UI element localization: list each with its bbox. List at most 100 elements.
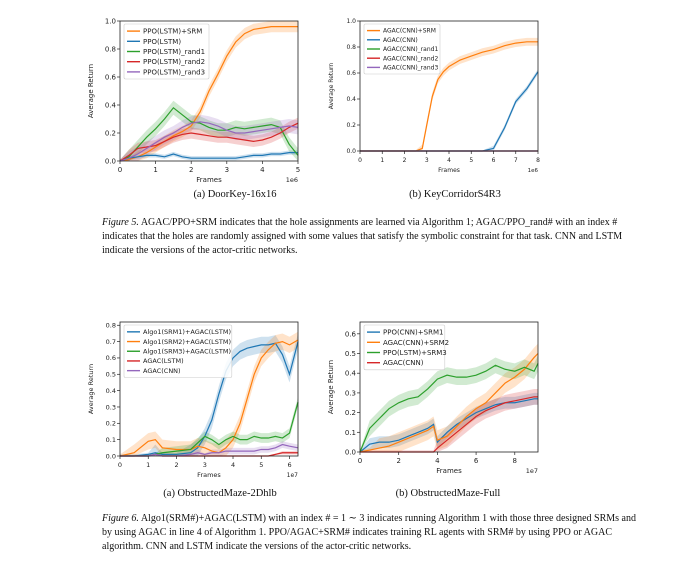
y-tick-label: 0.4 bbox=[105, 101, 117, 109]
x-tick-label: 5 bbox=[259, 461, 263, 469]
chart-obstructed-full: 0 2 4 6 8 0.0 0.1 0.2 0.3 0.4 0.5 0.6 Frames 1e7 Avera… bbox=[327, 321, 539, 475]
x-multiplier: 1e6 bbox=[286, 176, 298, 184]
y-tick-label: 0.5 bbox=[345, 350, 356, 358]
y-tick-label: 0.1 bbox=[106, 436, 116, 444]
caption-doorkey: (a) DoorKey-16x16 bbox=[193, 189, 277, 200]
legend-label-1: PPO(LSTM) bbox=[143, 38, 181, 46]
y-tick-label: 0.1 bbox=[345, 429, 356, 437]
legend-label-2: PPO(LSTM)+SRM3 bbox=[383, 349, 447, 357]
band-1 bbox=[120, 331, 298, 456]
caption-obstructed-2dhlb: (a) ObstructedMaze-2Dhlb bbox=[163, 488, 277, 499]
y-tick-label: 0.8 bbox=[346, 44, 356, 51]
y-tick-label: 0.5 bbox=[106, 371, 116, 379]
x-axis-label: Frames bbox=[438, 167, 460, 174]
band-2 bbox=[120, 397, 298, 456]
plot-frame bbox=[359, 321, 539, 453]
legend-label-2: PPO(LSTM)_rand1 bbox=[143, 48, 205, 56]
figure6-text: Algo1(SRM#)+AGAC(LSTM) with an index # =… bbox=[102, 513, 636, 552]
legend-label-4: PPO(LSTM)_rand3 bbox=[143, 68, 205, 76]
y-tick-label: 0.0 bbox=[345, 448, 356, 456]
chart-keycorridor: 0 1 2 3 4 5 6 7 8 0.0 0.2 0.4 0.6 0.8 1.0 Frames 1e6 Aver… bbox=[328, 18, 540, 174]
series-line-1 bbox=[359, 353, 539, 453]
x-tick-label: 4 bbox=[435, 457, 440, 465]
x-tick-label: 6 bbox=[492, 157, 496, 164]
x-tick-label: 2 bbox=[174, 461, 178, 469]
figure6-caption: Figure 6. Algo1(SRM#)+AGAC(LSTM) with an… bbox=[102, 512, 642, 554]
x-multiplier: 1e7 bbox=[287, 472, 299, 479]
legend-label-4: AGAC(CNN) bbox=[143, 367, 181, 375]
chart-obstructed-2dhlb: 0 1 2 3 4 5 6 0.0 0.1 0.2 0.3 0.4 0.5 0.6 0.7 0.8 Frames… bbox=[87, 321, 299, 479]
y-tick-label: 0.2 bbox=[105, 129, 116, 137]
x-tick-label: 6 bbox=[287, 461, 291, 469]
x-tick-label: 8 bbox=[536, 157, 540, 164]
legend-label-3: PPO(LSTM)_rand2 bbox=[143, 58, 205, 66]
x-tick-label: 5 bbox=[296, 166, 300, 174]
y-tick-label: 1.0 bbox=[105, 17, 116, 25]
legend-label-0: AGAC(CNN)+SRM bbox=[383, 28, 436, 35]
y-tick-label: 0.2 bbox=[106, 420, 116, 428]
legend-label-3: AGAC(LSTM) bbox=[143, 357, 184, 365]
legend-label-0: PPO(CNN)+SRM1 bbox=[383, 329, 443, 337]
series-line-4 bbox=[119, 121, 299, 162]
legend-box bbox=[363, 23, 441, 75]
y-tick-label: 0.0 bbox=[106, 452, 116, 460]
y-tick-label: 0.8 bbox=[106, 322, 116, 330]
legend-label-3: AGAC(CNN)_rand2 bbox=[383, 55, 438, 62]
series-line-2 bbox=[120, 401, 299, 457]
x-tick-label: 1 bbox=[146, 461, 150, 469]
x-tick-label: 8 bbox=[513, 457, 517, 465]
series-line-1 bbox=[119, 339, 299, 457]
legend-label-1: AGAC(CNN)+SRM2 bbox=[383, 339, 449, 347]
y-tick-label: 0.6 bbox=[346, 70, 356, 77]
y-tick-label: 0.4 bbox=[346, 96, 356, 103]
legend-label-1: AGAC(CNN) bbox=[383, 37, 418, 44]
series-line-2 bbox=[119, 106, 299, 162]
band-3 bbox=[360, 388, 538, 452]
chart-doorkey: 0 1 2 3 4 5 0.0 0.2 0.4 0.6 0.8 1.0 Frames 1e6 Average… bbox=[87, 17, 300, 184]
x-tick-label: 0 bbox=[118, 461, 122, 469]
series-line-2 bbox=[359, 363, 539, 453]
plot-frame bbox=[119, 321, 299, 457]
y-tick-label: 0.8 bbox=[105, 45, 116, 53]
plot-frame bbox=[119, 20, 299, 162]
figure6-label: Figure 6. bbox=[102, 513, 139, 524]
legend-label-2: AGAC(CNN)_rand1 bbox=[383, 46, 438, 53]
series-line-1 bbox=[119, 152, 298, 162]
series-line-4 bbox=[120, 443, 299, 457]
legend-label-0: PPO(LSTM)+SRM bbox=[143, 28, 202, 36]
legend-box bbox=[123, 324, 233, 378]
x-tick-label: 6 bbox=[474, 457, 479, 465]
caption-obstructed-full: (b) ObstructedMaze-Full bbox=[395, 488, 501, 499]
y-tick-label: 0.0 bbox=[346, 148, 356, 155]
y-axis-label: Average Return bbox=[327, 360, 335, 414]
x-tick-label: 5 bbox=[469, 157, 473, 164]
x-tick-label: 2 bbox=[403, 157, 407, 164]
y-axis-label: Average Return bbox=[328, 63, 335, 110]
band-4 bbox=[120, 114, 298, 161]
x-tick-label: 3 bbox=[225, 166, 229, 174]
x-tick-label: 0 bbox=[358, 157, 362, 164]
legend-label-2: Algo1(SRM3)+AGAC(LSTM) bbox=[143, 348, 231, 356]
y-tick-label: 0.0 bbox=[105, 157, 116, 165]
legend-label-4: AGAC(CNN)_rand3 bbox=[383, 65, 438, 72]
y-axis-label: Average Return bbox=[87, 64, 95, 118]
band-1 bbox=[360, 69, 538, 151]
y-tick-label: 0.6 bbox=[106, 354, 116, 362]
x-tick-label: 4 bbox=[231, 461, 235, 469]
figure5-text: AGAC/PPO+SRM indicates that the hole ass… bbox=[102, 217, 623, 256]
band-2 bbox=[120, 100, 298, 161]
band-0 bbox=[120, 333, 298, 456]
x-tick-label: 4 bbox=[260, 166, 265, 174]
y-tick-label: 0.3 bbox=[345, 389, 356, 397]
y-axis-label: Average Return bbox=[87, 364, 95, 414]
x-tick-label: 1 bbox=[153, 166, 157, 174]
x-axis-label: Frames bbox=[436, 467, 462, 475]
x-axis-label: Frames bbox=[196, 176, 222, 184]
figure5-caption: Figure 5. AGAC/PPO+SRM indicates that th… bbox=[102, 216, 642, 258]
y-tick-label: 0.4 bbox=[106, 387, 116, 395]
y-tick-label: 0.6 bbox=[105, 73, 117, 81]
x-tick-label: 0 bbox=[118, 166, 122, 174]
band-2 bbox=[360, 355, 538, 452]
y-tick-label: 1.0 bbox=[346, 18, 356, 25]
band-1 bbox=[120, 150, 298, 161]
